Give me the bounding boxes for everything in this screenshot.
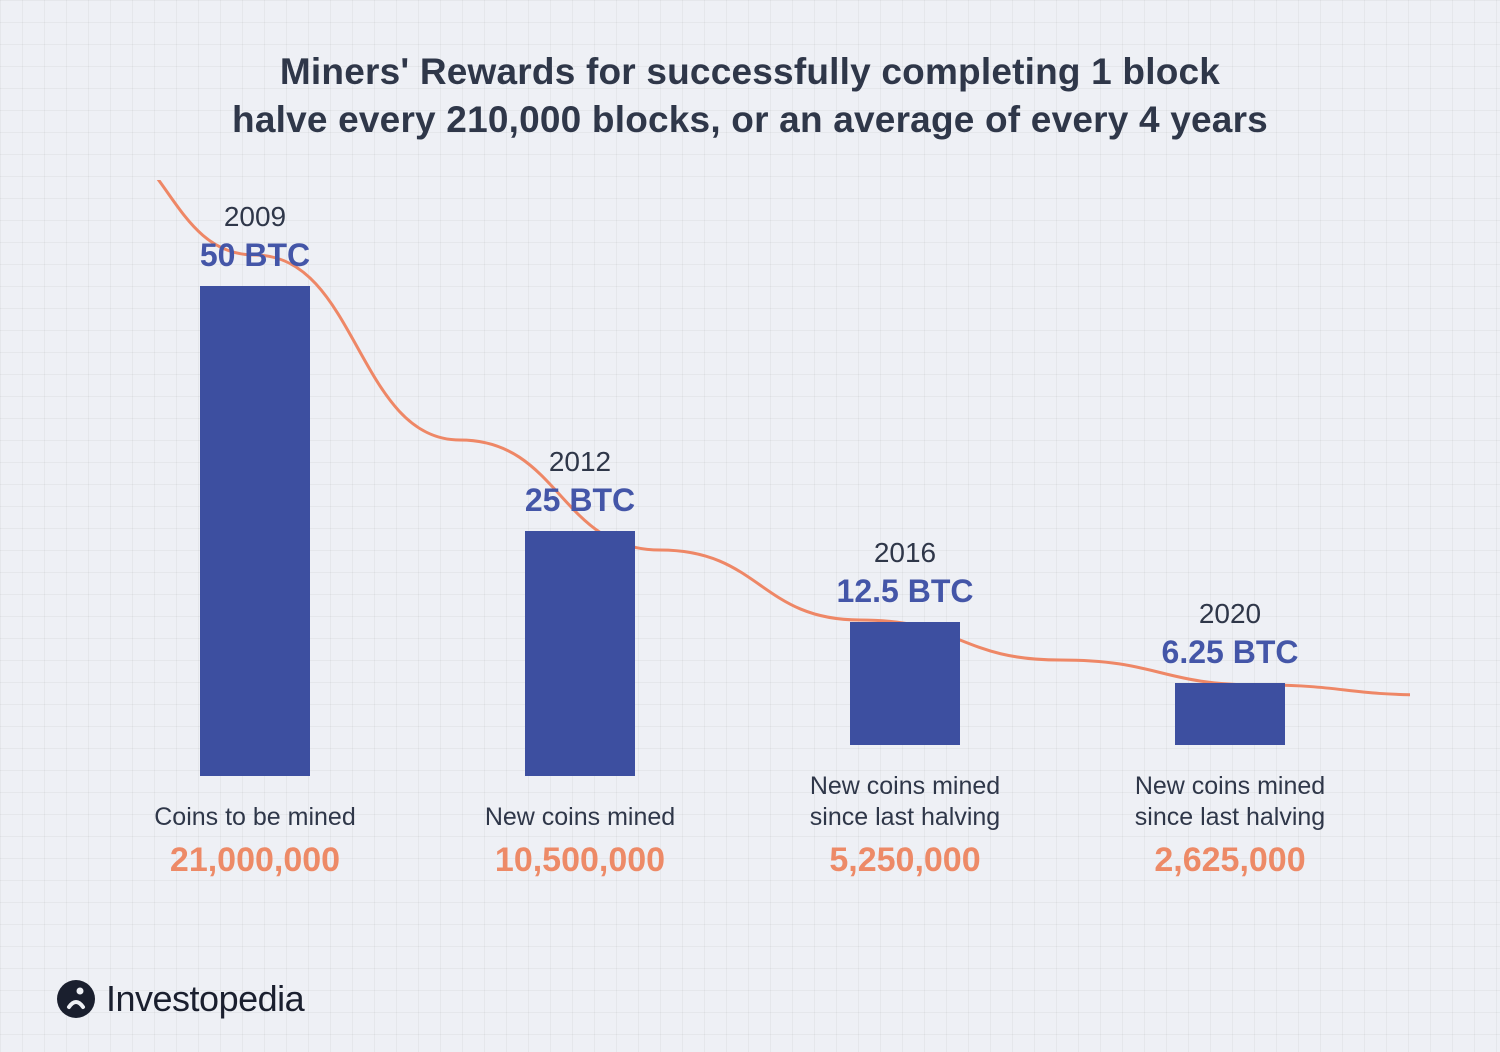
bar-caption: Coins to be mined: [154, 802, 356, 833]
bar-coins-value: 10,500,000: [495, 841, 665, 880]
bar-group: 2009 50 BTC Coins to be mined 21,000,000: [110, 201, 400, 880]
bar-btc-label: 12.5 BTC: [837, 573, 974, 610]
bar-year: 2016: [874, 537, 936, 569]
bar-year: 2012: [549, 446, 611, 478]
bar-btc-label: 25 BTC: [525, 482, 635, 519]
bar-coins-value: 21,000,000: [170, 841, 340, 880]
logo-text: Investopedia: [106, 978, 304, 1020]
bar-btc-label: 50 BTC: [200, 237, 310, 274]
investopedia-icon: [56, 979, 96, 1019]
bar: [850, 622, 960, 745]
chart-title: Miners' Rewards for successfully complet…: [0, 48, 1500, 144]
bar-year: 2020: [1199, 598, 1261, 630]
bar-group: 2016 12.5 BTC New coins minedsince last ha…: [760, 537, 1050, 880]
bar-group: 2012 25 BTC New coins mined 10,500,000: [435, 446, 725, 880]
bar-caption: New coins minedsince last halving: [810, 771, 1000, 834]
bar-coins-value: 5,250,000: [829, 841, 980, 880]
bar: [200, 286, 310, 776]
bar-caption: New coins mined: [485, 802, 675, 833]
bar-caption: New coins minedsince last halving: [1135, 771, 1325, 834]
title-line-1: Miners' Rewards for successfully complet…: [280, 51, 1220, 92]
bar-group: 2020 6.25 BTC New coins minedsince last ha…: [1085, 598, 1375, 880]
bar: [1175, 683, 1285, 744]
bar-btc-label: 6.25 BTC: [1162, 634, 1299, 671]
bar: [525, 531, 635, 776]
bar-coins-value: 2,625,000: [1154, 841, 1305, 880]
title-line-2: halve every 210,000 blocks, or an averag…: [232, 99, 1268, 140]
bar-year: 2009: [224, 201, 286, 233]
chart-area: 2009 50 BTC Coins to be mined 21,000,000 201…: [110, 180, 1410, 880]
brand-logo: Investopedia: [56, 978, 304, 1020]
